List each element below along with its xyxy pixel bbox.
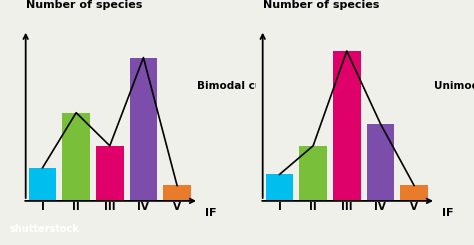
Bar bbox=[266, 174, 293, 201]
Bar bbox=[163, 185, 191, 201]
Bar bbox=[63, 113, 90, 201]
Text: Bimodal curve: Bimodal curve bbox=[197, 81, 282, 91]
Bar bbox=[300, 146, 327, 201]
Bar bbox=[29, 168, 56, 201]
Bar bbox=[333, 51, 361, 201]
Text: shutterstock: shutterstock bbox=[9, 224, 79, 234]
Bar bbox=[129, 58, 157, 201]
Text: IF: IF bbox=[205, 208, 216, 218]
Text: IF: IF bbox=[442, 208, 453, 218]
Bar bbox=[400, 185, 428, 201]
Bar bbox=[366, 124, 394, 201]
Bar bbox=[96, 146, 124, 201]
Text: Unimodal curve: Unimodal curve bbox=[434, 81, 474, 91]
Text: Number of species: Number of species bbox=[263, 0, 379, 10]
Text: Number of species: Number of species bbox=[26, 0, 142, 10]
